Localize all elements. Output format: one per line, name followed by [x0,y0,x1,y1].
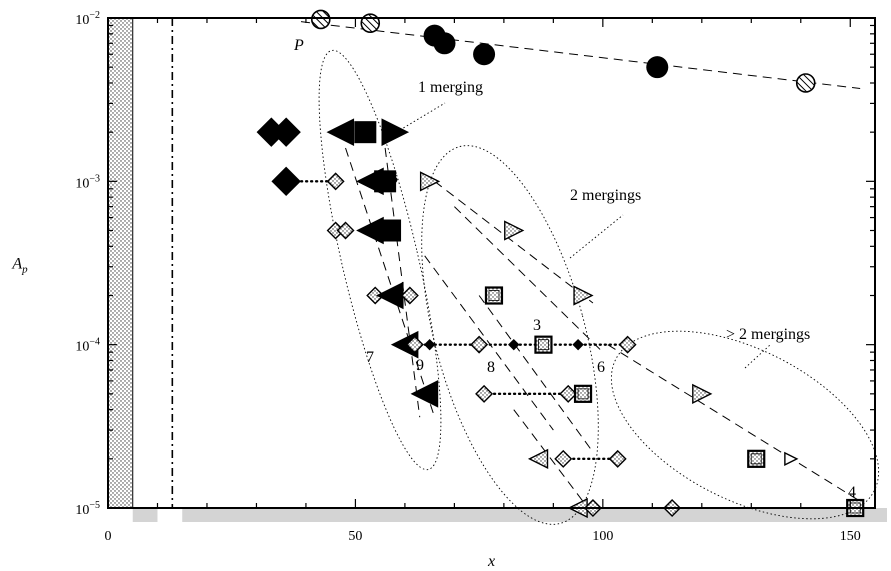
point-triangle-right-open [784,451,799,466]
dashed-trend-line [345,147,436,418]
tick-marks [107,18,875,509]
leader-1-merging [399,102,446,131]
point-square-inner [488,290,500,301]
dashed-trend-line [434,180,594,304]
bottom-gray-right [182,508,887,522]
ellipse-2-mergings [421,145,599,525]
annotation-number-7: 7 [366,349,374,366]
axis-titles: x Ap [11,256,495,570]
annotations: P 1 merging 2 mergings > 2 mergings 3 4 … [293,37,856,501]
x-tick-label: 50 [348,529,362,544]
point-triangle-right-filled [381,118,410,146]
dashed-trend-lines [300,21,861,509]
x-tick-label: 150 [840,529,861,544]
point-diamond-dotted [400,286,419,305]
point-square-inner [750,453,762,465]
y-tick-label: 10−4 [75,337,100,355]
dotted-connectors [284,180,629,461]
point-diamond-dotted [475,384,494,403]
point-square-dotted [573,384,593,403]
point-triangle-left-dotted [527,448,549,469]
point-diamond-dotted [559,384,578,403]
annotation-2-mergings: 2 mergings [570,187,641,204]
annotation-p: P [293,37,304,54]
leader-more-mergings [744,344,771,369]
point-square-dotted [534,335,553,354]
point-circle-hatched [795,73,816,93]
annotation-number-5: 5 [390,170,398,187]
annotation-number-8: 8 [487,359,495,376]
x-axis-title: x [487,553,495,570]
point-circle-hatched [310,9,331,30]
point-diamond-dotted [470,335,489,354]
y-tick-label: 10−2 [75,10,100,28]
dashed-trend-line [454,206,604,353]
annotation-number-9: 9 [416,357,424,374]
point-diamond-small [572,338,584,351]
dashed-trend-line [607,344,861,502]
point-diamond-small [508,338,520,351]
bottom-gray-left [132,508,158,522]
point-diamond-dotted [326,172,345,191]
point-diamond-dotted [366,286,385,305]
point-triangle-left-filled [326,118,355,146]
annotation-more-mergings: > 2 mergings [726,326,810,343]
point-circle-filled [433,32,456,55]
point-square-dotted [484,286,504,305]
point-triangle-left-filled [375,281,404,310]
point-circle-filled [473,43,496,66]
point-diamond-filled [271,117,301,147]
point-circle-filled [646,56,669,79]
ellipse-1-merging [318,49,442,471]
point-diamond-dotted [608,449,627,468]
data-markers [256,9,865,519]
point-square-filled [374,170,397,193]
annotation-number-6: 6 [597,359,605,376]
x-tick-label: 0 [105,529,112,544]
dashed-trend-line [300,21,861,90]
y-tick-label: 10−3 [75,173,100,191]
tick-labels: 0 50 100 150 10−2 10−3 10−4 10−5 [75,10,860,544]
annotation-1-merging: 1 merging [418,79,483,96]
dashed-trend-line [513,409,589,509]
plot-frame [107,17,876,509]
dashed-trend-line [424,255,554,431]
annotation-number-4: 4 [848,484,856,501]
point-diamond-filled [271,166,301,197]
point-square-dotted [747,449,766,468]
leader-2-mergings [569,214,624,259]
point-triangle-right-dotted [419,171,441,192]
axes [107,17,876,509]
point-diamond-dotted [618,335,637,354]
point-diamond-small [423,338,436,351]
point-square-filled [379,219,402,242]
y-axis-title: Ap [11,256,28,276]
point-square-inner [577,388,589,400]
y-tick-label: 10−5 [75,500,100,518]
annotation-number-3: 3 [533,317,541,334]
point-diamond-dotted [405,335,424,354]
point-diamond-dotted [336,221,355,240]
dashed-trend-line [478,295,594,453]
point-square-filled [354,121,377,144]
point-square-inner [538,339,549,351]
x-tick-label: 100 [592,529,613,544]
band-layer [107,17,887,522]
point-triangle-right-dotted [573,285,594,306]
shaded-band [107,17,134,509]
point-diamond-dotted [554,449,573,468]
grouping-ellipses [318,49,880,525]
point-triangle-left-filled [410,380,439,408]
point-triangle-right-dotted [504,220,525,241]
point-triangle-right-dotted [692,383,713,404]
point-circle-hatched [360,13,381,33]
